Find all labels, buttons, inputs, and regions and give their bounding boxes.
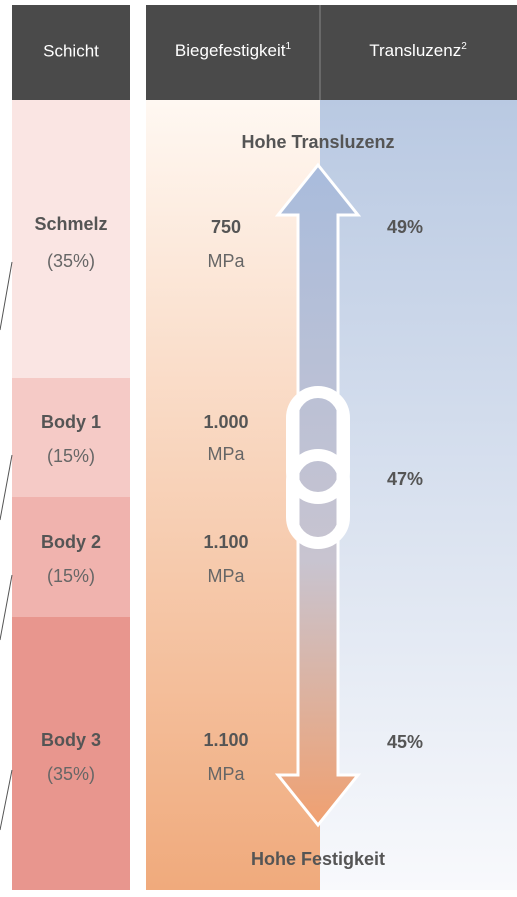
header-text: Transluzenz2 (369, 41, 467, 61)
strength-value: 1.000 (203, 412, 248, 432)
layer-name: Schmelz (34, 214, 107, 234)
layer-name: Body 1 (41, 412, 101, 432)
layer-name: Body 3 (41, 730, 101, 750)
translucency-value: 45% (387, 732, 423, 752)
header-text: Biegefestigkeit (175, 41, 286, 60)
header-text: Biegefestigkeit1 (175, 41, 292, 61)
strength-unit: MPa (207, 251, 245, 271)
header-text: Schicht (43, 41, 99, 60)
translucency-value: 49% (387, 217, 423, 237)
pointer-lines (0, 261, 13, 831)
layer-cell (12, 100, 130, 378)
strength-unit: MPa (207, 444, 245, 464)
layer-share: (15%) (47, 446, 95, 466)
layer-share: (15%) (47, 566, 95, 586)
layer-cell (12, 378, 130, 497)
strength-value: 1.100 (203, 532, 248, 552)
footnote-mark: 2 (461, 41, 467, 52)
header-cell (12, 5, 130, 100)
footnote-mark: 1 (286, 41, 292, 52)
bottom-label: Hohe Festigkeit (251, 849, 385, 869)
header-text: Transluzenz (369, 41, 461, 60)
top-label: Hohe Transluzenz (241, 132, 394, 152)
translucency-column (320, 100, 517, 890)
header-cell (146, 5, 517, 100)
translucency-value: 47% (387, 469, 423, 489)
layer-cell (12, 617, 130, 890)
layer-cell (12, 497, 130, 617)
strength-value: 750 (211, 217, 241, 237)
strength-unit: MPa (207, 566, 245, 586)
strength-value: 1.100 (203, 730, 248, 750)
strength-unit: MPa (207, 764, 245, 784)
layer-name: Body 2 (41, 532, 101, 552)
layer-share: (35%) (47, 251, 95, 271)
layer-share: (35%) (47, 764, 95, 784)
chain-icon (286, 386, 350, 549)
